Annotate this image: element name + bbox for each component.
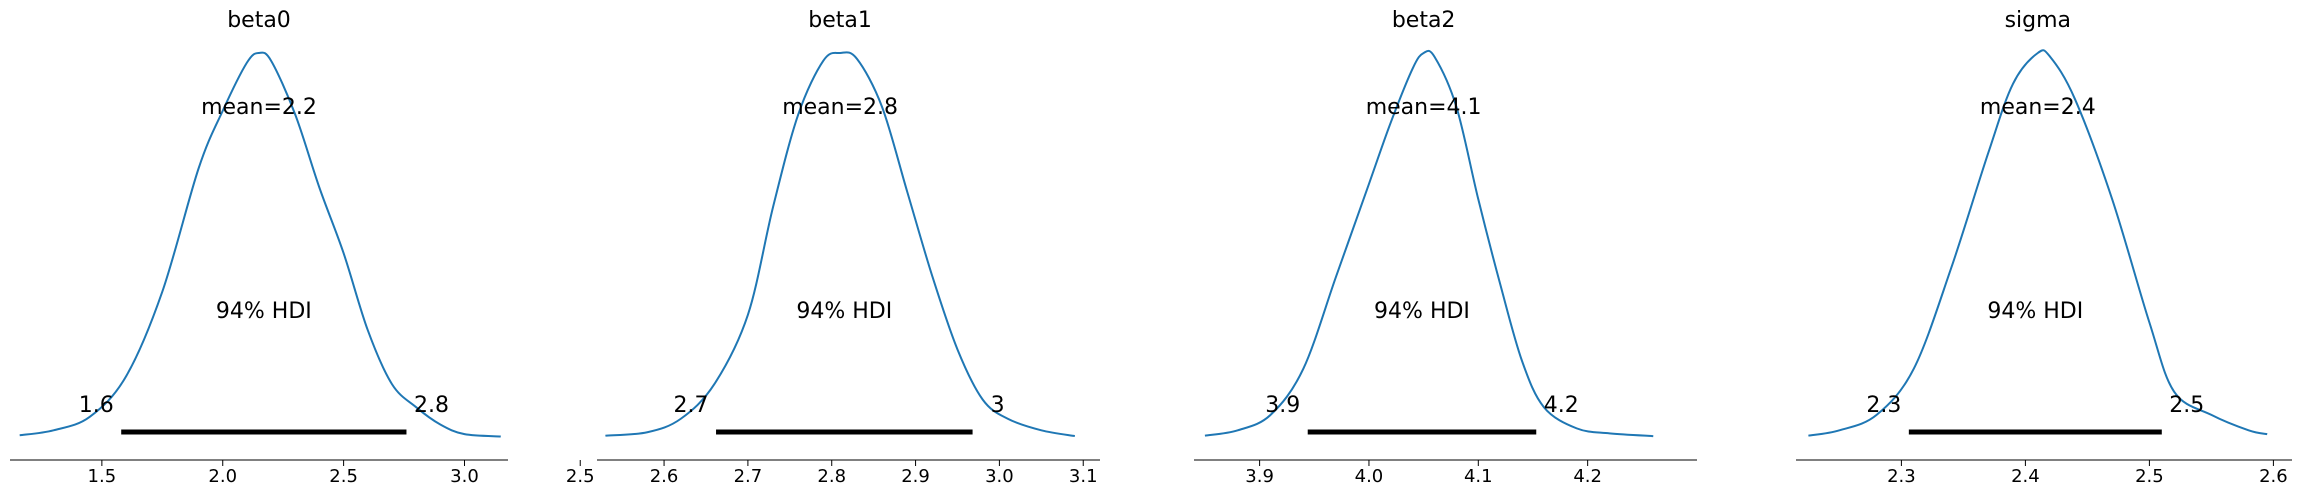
x-tick-label: 4.2 [1573, 466, 1602, 487]
hdi-lower-label: 1.6 [79, 393, 114, 418]
hdi-label: 94% HDI [796, 299, 892, 324]
hdi-label: 94% HDI [216, 299, 312, 324]
panel-sigma: sigma 2.3 2.5 94% HDI mean=2.4 2.3 2.4 2.5 2.6 [1796, 8, 2292, 487]
x-tick-label: 2.9 [901, 466, 930, 487]
hdi-upper-label: 2.5 [2169, 393, 2204, 418]
hdi-upper-label: 4.2 [1544, 393, 1579, 418]
panel-title: beta1 [808, 8, 872, 33]
density-curve [1204, 49, 1654, 438]
x-tick-label: 2.8 [817, 466, 846, 487]
hdi-lower-label: 2.7 [674, 393, 709, 418]
panel-title: sigma [2005, 8, 2071, 33]
x-tick-label: 2.5 [329, 466, 358, 487]
hdi-label: 94% HDI [1987, 299, 2083, 324]
x-tick-label: 3.0 [985, 466, 1014, 487]
panel-beta1: beta1 2.7 3 94% HDI mean=2.8 2.5 2.6 2.7 2.8 2.9 3… [566, 8, 1100, 487]
x-tick-label: 2.5 [566, 466, 595, 487]
panel-beta0: beta0 1.6 2.8 94% HDI mean=2.2 1.5 2.0 2.5 3.0 [10, 8, 508, 487]
x-tick-label: 2.7 [734, 466, 763, 487]
x-tick-label: 4.1 [1464, 466, 1493, 487]
panel-beta2: beta2 3.9 4.2 94% HDI mean=4.1 3.9 4.0 4.1 4.2 [1194, 8, 1697, 487]
hdi-upper-label: 3 [991, 393, 1005, 418]
x-tick-label: 2.0 [208, 466, 237, 487]
x-tick-label: 2.6 [650, 466, 679, 487]
x-tick-label: 2.3 [1887, 466, 1916, 487]
x-tick-label: 2.4 [2011, 466, 2040, 487]
density-curve [1808, 49, 2268, 437]
mean-label: mean=2.4 [1980, 95, 2096, 120]
x-tick-label: 4.0 [1355, 466, 1384, 487]
x-tick-label: 2.5 [2135, 466, 2164, 487]
hdi-upper-label: 2.8 [414, 393, 449, 418]
mean-label: mean=2.8 [782, 95, 898, 120]
hdi-lower-label: 2.3 [1866, 393, 1901, 418]
panel-title: beta2 [1392, 8, 1456, 33]
mean-label: mean=2.2 [201, 95, 317, 120]
density-curve [19, 51, 501, 438]
hdi-label: 94% HDI [1374, 299, 1470, 324]
x-tick-label: 3.1 [1069, 466, 1098, 487]
mean-label: mean=4.1 [1366, 95, 1482, 120]
x-tick-label: 3.9 [1245, 466, 1274, 487]
density-curve [605, 51, 1076, 438]
x-tick-label: 2.6 [2259, 466, 2288, 487]
panel-title: beta0 [227, 8, 291, 33]
hdi-lower-label: 3.9 [1265, 393, 1300, 418]
x-tick-label: 3.0 [450, 466, 479, 487]
x-tick-label: 1.5 [88, 466, 117, 487]
